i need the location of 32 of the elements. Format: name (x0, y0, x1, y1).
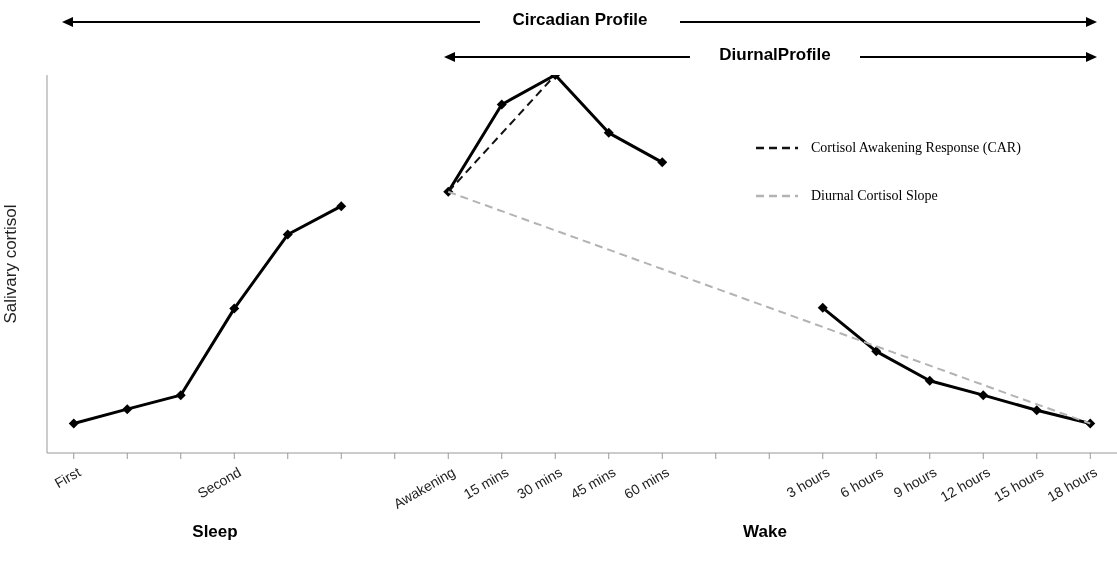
x-tick-label: 60 mins (621, 463, 672, 503)
x-tick-label: First (51, 463, 84, 492)
legend-label: Cortisol Awakening Response (CAR) (811, 140, 1021, 156)
point (68, 418, 79, 429)
x-tick-label: 15 hours (991, 463, 1047, 505)
x-tick-label: 45 mins (567, 463, 619, 503)
point (657, 157, 668, 168)
point (871, 346, 882, 357)
point (229, 303, 240, 314)
point (282, 229, 293, 240)
point (122, 404, 133, 415)
point (603, 127, 614, 138)
point (978, 390, 989, 401)
x-tick-label: 6 hours (837, 463, 886, 501)
x-tick-label: 18 hours (1044, 463, 1100, 505)
text: Circadian Profile (480, 10, 680, 30)
x-tick-label: 12 hours (937, 463, 993, 505)
legend-label: Diurnal Cortisol Slope (811, 188, 938, 204)
point (336, 201, 347, 212)
point (1031, 405, 1042, 416)
x-tick-label: 9 hours (890, 463, 940, 501)
point (175, 390, 186, 401)
point (496, 99, 507, 110)
text: Wake (742, 522, 788, 542)
x-tick-label: 3 hours (783, 463, 833, 501)
text: Sleep (191, 522, 239, 542)
x-tick-label: 30 mins (514, 463, 565, 503)
y-axis-title: Salivary cortisol (1, 204, 21, 324)
text: DiurnalProfile (690, 45, 860, 65)
point (924, 375, 935, 386)
point (817, 302, 828, 313)
x-tick-label: 15 mins (460, 463, 512, 503)
